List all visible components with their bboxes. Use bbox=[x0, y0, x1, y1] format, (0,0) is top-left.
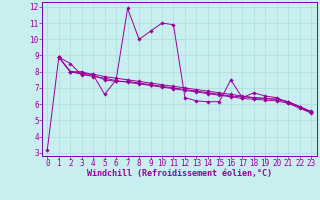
X-axis label: Windchill (Refroidissement éolien,°C): Windchill (Refroidissement éolien,°C) bbox=[87, 169, 272, 178]
